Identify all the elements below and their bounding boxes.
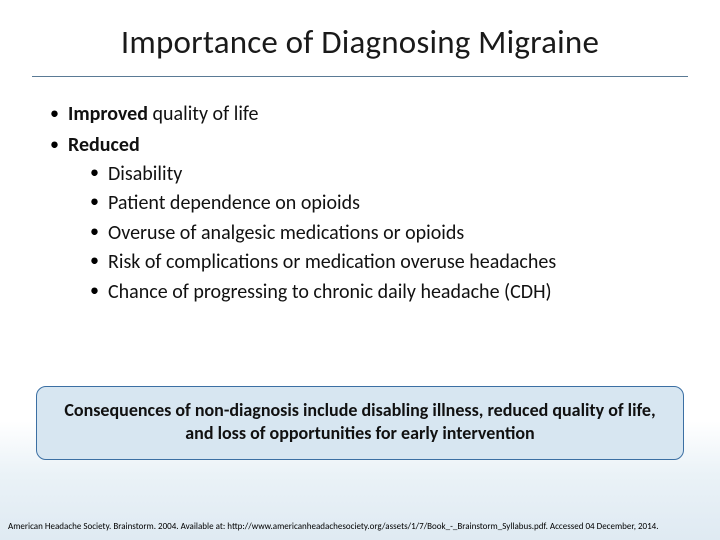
bullet-list-level1: Improved quality of life Reduced Disabil… <box>44 101 676 305</box>
bullet-rest: quality of life <box>148 102 258 126</box>
callout-text: Consequences of non-diagnosis include di… <box>63 399 657 445</box>
title-region: Importance of Diagnosing Migraine <box>0 0 720 70</box>
slide: Importance of Diagnosing Migraine Improv… <box>0 0 720 540</box>
bullet-item-reduced: Reduced Disability Patient dependence on… <box>44 132 676 305</box>
sub-bullet: Patient dependence on opioids <box>68 190 676 216</box>
sub-bullet: Risk of complications or medication over… <box>68 249 676 275</box>
bullet-item-improved: Improved quality of life <box>44 101 676 128</box>
bullet-bold: Improved <box>68 102 148 126</box>
sub-bullet: Disability <box>68 161 676 187</box>
slide-title: Importance of Diagnosing Migraine <box>48 22 672 62</box>
bullet-list-level2: Disability Patient dependence on opioids… <box>68 161 676 305</box>
callout-box: Consequences of non-diagnosis include di… <box>36 386 684 460</box>
content-region: Improved quality of life Reduced Disabil… <box>0 77 720 305</box>
citation-footer: American Headache Society. Brainstorm. 2… <box>8 521 712 532</box>
bullet-bold: Reduced <box>68 133 140 157</box>
sub-bullet: Chance of progressing to chronic daily h… <box>68 279 676 305</box>
sub-bullet: Overuse of analgesic medications or opio… <box>68 220 676 246</box>
